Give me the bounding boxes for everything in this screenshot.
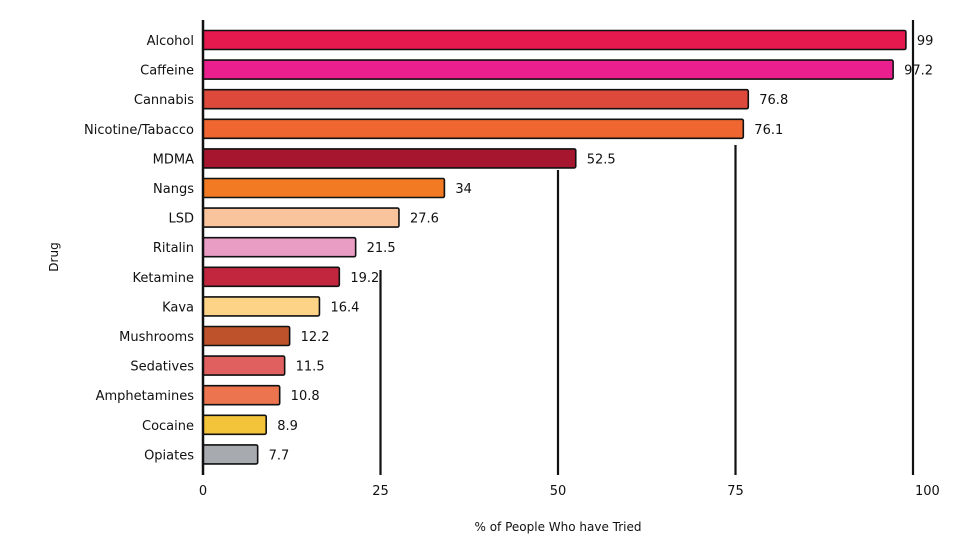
value-labels: 99 97.2 76.8 76.1 52.5 34 27.6 21.5 19.2 16.412.2… <box>269 34 934 463</box>
value-label: 10.8 <box>291 389 320 404</box>
bar-caffeine <box>202 59 894 80</box>
gridlines <box>379 20 915 475</box>
bar-nangs <box>202 177 446 199</box>
bar-nicotine-tabacco <box>202 118 745 140</box>
bars-group <box>202 29 907 465</box>
bar-ketamine <box>202 266 341 288</box>
category-labels: Alcohol Caffeine Cannabis Nicotine/Tabacco M… <box>84 34 194 463</box>
bar-opiates <box>202 444 259 465</box>
category-label: Ketamine <box>133 271 194 286</box>
value-label: 76.8 <box>759 93 788 108</box>
bar-mdma <box>202 148 577 169</box>
category-label: Ritalin <box>153 241 194 256</box>
value-label: 11.5 <box>296 360 325 375</box>
category-label: Sedatives <box>130 360 194 375</box>
category-label: Cocaine <box>142 419 194 434</box>
bar-ritalin <box>202 236 357 258</box>
category-label: Nicotine/Tabacco <box>84 123 194 138</box>
bar-amphetamines <box>202 384 281 406</box>
value-label: 34 <box>455 182 472 197</box>
bar-mushrooms <box>202 325 291 347</box>
x-tick-label: 25 <box>372 484 389 499</box>
category-label: LSD <box>168 212 194 227</box>
x-axis-title: % of People Who have Tried <box>475 520 642 534</box>
value-label: 7.7 <box>269 448 290 463</box>
value-label: 97.2 <box>904 64 933 79</box>
value-label: 99 <box>917 34 934 49</box>
value-label: 8.9 <box>277 419 298 434</box>
bar-kava <box>202 296 321 317</box>
category-label: Opiates <box>144 448 194 463</box>
category-label: Alcohol <box>147 34 194 49</box>
bar-cannabis <box>202 88 750 110</box>
x-tick-label: 0 <box>199 484 207 499</box>
x-tick-labels: 0 25 50 75 100 <box>199 484 940 499</box>
category-label: MDMA <box>153 152 194 167</box>
x-tick-label: 100 <box>915 484 940 499</box>
value-label: 12.2 <box>301 330 330 345</box>
bar-cocaine <box>202 414 267 436</box>
category-label: Kava <box>162 300 194 315</box>
bar-sedatives <box>202 355 286 376</box>
value-label: 27.6 <box>410 212 439 227</box>
x-tick-label: 75 <box>727 484 744 499</box>
value-label: 16.4 <box>330 300 359 315</box>
y-axis-title: Drug <box>47 242 61 271</box>
category-label: Mushrooms <box>119 330 194 345</box>
value-label: 21.5 <box>367 241 396 256</box>
value-label: 19.2 <box>350 271 379 286</box>
bar-alcohol <box>202 29 907 51</box>
bar-lsd <box>202 207 400 228</box>
value-label: 76.1 <box>754 123 783 138</box>
category-label: Nangs <box>153 182 194 197</box>
category-label: Amphetamines <box>96 389 195 404</box>
category-label: Caffeine <box>140 64 194 79</box>
category-label: Cannabis <box>134 93 194 108</box>
value-label: 52.5 <box>587 152 616 167</box>
x-tick-label: 50 <box>550 484 567 499</box>
